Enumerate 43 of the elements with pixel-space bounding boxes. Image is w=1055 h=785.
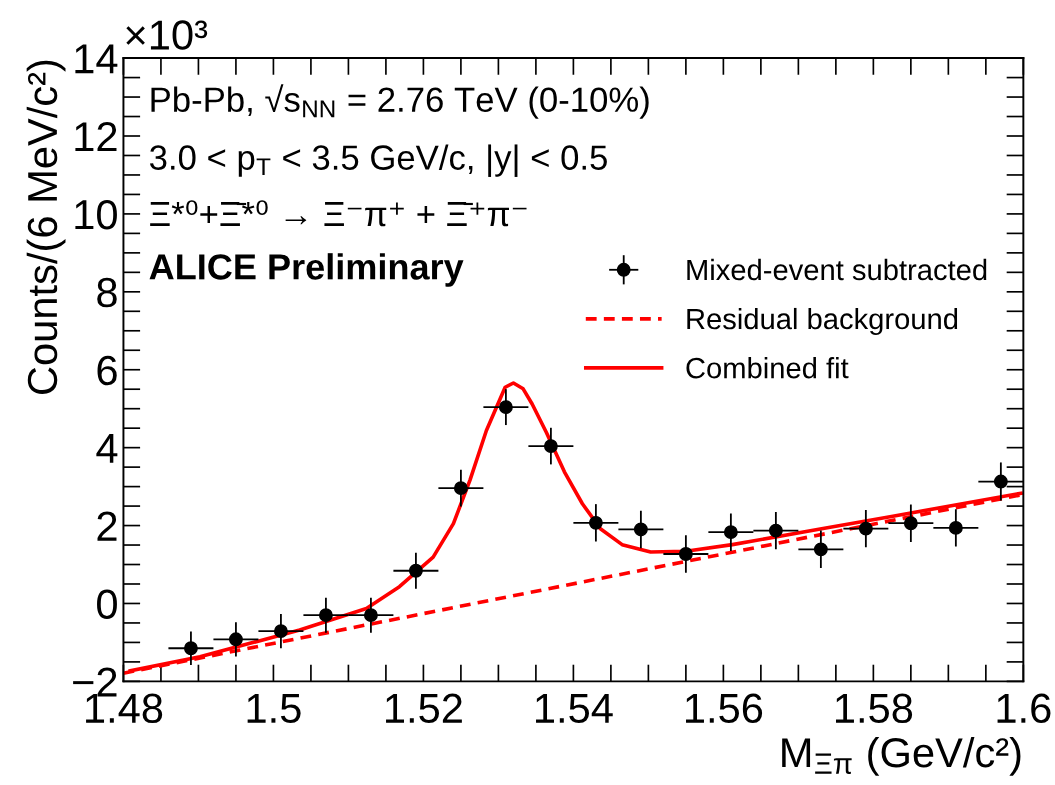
annotation: Ξ*⁰+Ξ̄*⁰ → Ξ⁻π⁺ + Ξ̄⁺π⁻ (150, 200, 527, 227)
point (408, 563, 423, 578)
point (588, 515, 603, 530)
x-axis-title: M$_{Ξπ}$ (GeV/c²) (782, 736, 1021, 776)
point (363, 608, 378, 623)
y-tick-label: 2 (97, 511, 117, 541)
y-tick-label: 6 (97, 355, 117, 386)
y-tick-label: 14 (75, 44, 118, 74)
legend-label: Combined fit (686, 356, 849, 379)
point (723, 525, 738, 540)
point (228, 632, 243, 647)
x-tick-label: 1.54 (536, 694, 613, 724)
point (993, 474, 1008, 489)
y-tick-label: 8 (97, 277, 117, 308)
annotation: 3.0 < p$_{T}$ < 3.5 GeV/c, |y| < 0.5 (149, 144, 607, 177)
point (498, 400, 513, 415)
annotation: ALICE Preliminary (149, 253, 464, 287)
text: ×10³ (126, 20, 208, 50)
point (813, 542, 828, 557)
point (453, 481, 468, 496)
legend-label: Mixed-event subtracted (687, 258, 987, 281)
point (273, 624, 288, 639)
point (633, 522, 648, 537)
point (858, 521, 873, 536)
y-tick-label: 0 (97, 589, 117, 619)
y-axis-title: Counts/(6 MeV/c²) (26, 60, 66, 395)
x-tick-label: 1.6 (997, 693, 1051, 724)
point (543, 439, 558, 454)
x-tick-label: 1.5 (247, 694, 301, 724)
y-tick-label: 12 (75, 122, 117, 152)
point (768, 523, 783, 538)
y-tick-label: 10 (75, 199, 117, 230)
point (903, 516, 918, 531)
point (948, 520, 963, 535)
legend-label: Residual background (687, 307, 958, 336)
x-tick-label: 1.56 (686, 693, 763, 724)
point (318, 608, 333, 623)
x-tick-label: 1.52 (386, 693, 462, 724)
y-tick-label: 4 (96, 434, 118, 463)
point (678, 547, 693, 561)
point (183, 641, 198, 656)
annotation: Pb-Pb, √s$_{NN}$ = 2.76 TeV (0-10%) (151, 84, 649, 119)
x-tick-label: 1.58 (836, 693, 913, 724)
